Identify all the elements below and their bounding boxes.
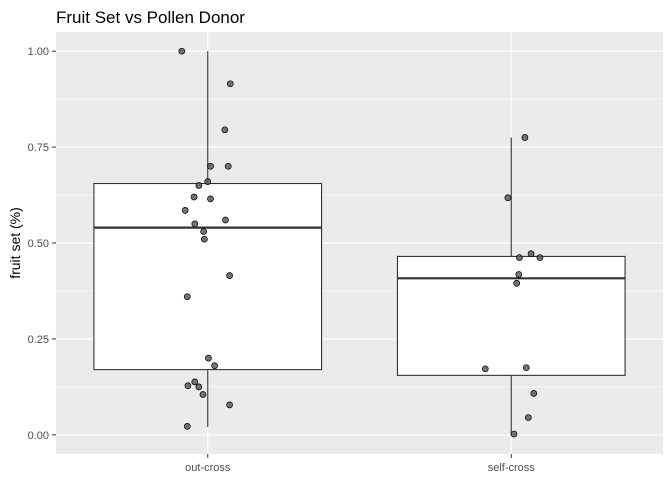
y-axis-ticks: 0.00 0.25 0.50 0.75 1.00 (28, 46, 56, 442)
data-point (191, 220, 199, 228)
data-point (204, 178, 212, 185)
data-point (524, 414, 532, 421)
data-point (226, 80, 234, 88)
x-axis-ticks: out-cross self-cross (185, 454, 535, 474)
data-point (183, 293, 191, 301)
data-point (226, 272, 233, 279)
data-point (481, 365, 489, 373)
y-axis-label: fruit set (%) (7, 207, 23, 279)
box-body (93, 182, 323, 371)
data-point (195, 383, 203, 391)
data-point (226, 401, 233, 409)
data-point (190, 193, 198, 201)
data-point (504, 194, 512, 202)
data-point (536, 254, 544, 261)
x-tick-label: out-cross (185, 462, 231, 474)
box-body (396, 255, 626, 376)
data-point (181, 207, 189, 214)
data-point (513, 279, 521, 287)
y-tick-label: 0.25 (28, 334, 49, 346)
data-point (530, 390, 538, 397)
data-point (222, 216, 229, 224)
data-point (178, 47, 186, 55)
box-out-cross (93, 51, 323, 428)
y-tick-label: 0.50 (28, 238, 49, 250)
data-point (515, 271, 523, 278)
data-point (224, 162, 232, 170)
data-point (510, 430, 518, 438)
data-point (200, 235, 208, 243)
data-point (191, 378, 199, 386)
data-point (195, 182, 203, 189)
data-point (211, 362, 218, 370)
data-point (221, 126, 229, 134)
data-point (183, 423, 191, 430)
x-tick-label: self-cross (488, 462, 536, 474)
y-tick-label: 0.00 (28, 430, 49, 442)
data-point (527, 250, 535, 258)
data-point (516, 254, 523, 261)
data-point (205, 354, 212, 362)
boxes (93, 51, 626, 435)
data-point (521, 134, 529, 141)
data-point (207, 195, 214, 203)
y-tick-label: 1.00 (28, 46, 49, 58)
data-points (178, 47, 544, 438)
box-self-cross (396, 137, 626, 435)
y-tick-label: 0.75 (28, 142, 49, 154)
data-point (199, 391, 207, 398)
chart-title: Fruit Set vs Pollen Donor (56, 8, 245, 27)
data-point (184, 382, 192, 390)
data-point (522, 364, 530, 372)
data-point (200, 228, 208, 235)
data-point (207, 162, 214, 170)
